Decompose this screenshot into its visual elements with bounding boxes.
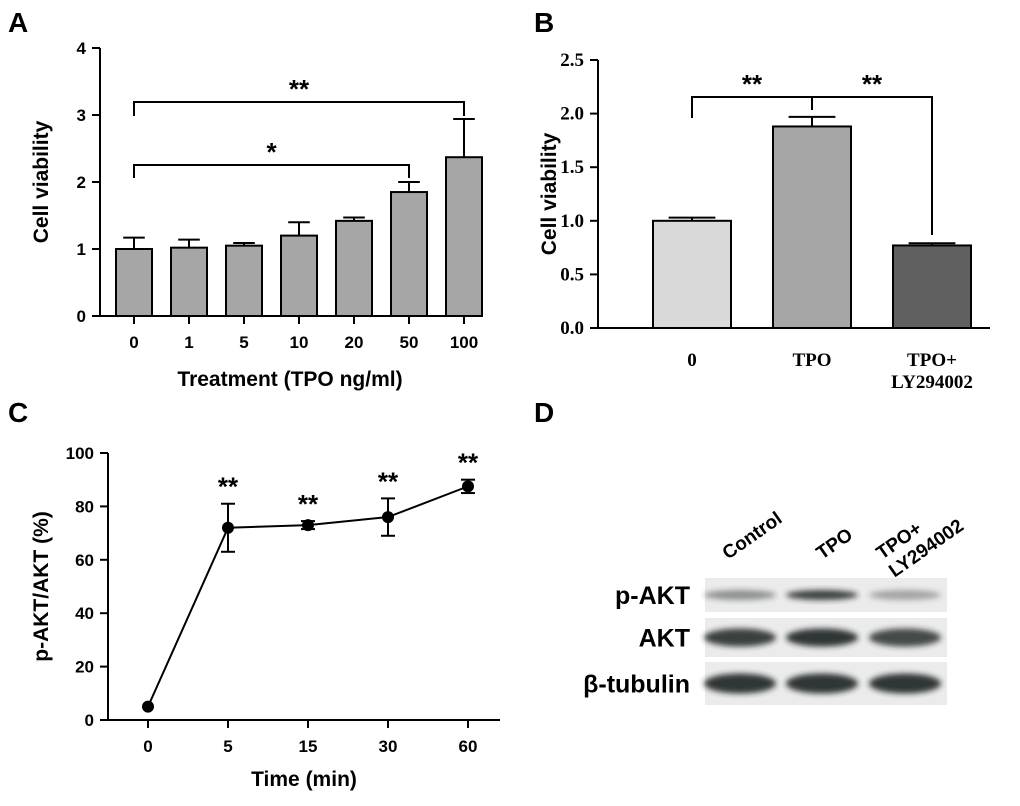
panel-label: A: [8, 7, 28, 38]
blot-band: [786, 590, 858, 600]
lane-label: TPO: [813, 524, 857, 564]
significance-bracket: [811, 96, 933, 235]
x-tick-label: TPO+ LY294002: [891, 350, 973, 393]
panel-label: C: [8, 397, 28, 428]
bar: [892, 244, 972, 329]
bar: [225, 244, 263, 317]
significance-bracket: [133, 164, 410, 178]
blot-band: [786, 628, 858, 647]
y-tick-label: 1: [77, 240, 86, 259]
blot-band: [704, 628, 776, 647]
significance-label: **: [289, 74, 310, 104]
x-tick-label: 5: [239, 333, 248, 352]
y-tick-label: 0: [85, 711, 94, 730]
blot-band: [704, 590, 776, 600]
y-tick-label: 40: [75, 604, 94, 623]
y-tick-label: 2: [77, 173, 86, 192]
y-tick-label: 2.5: [560, 50, 584, 71]
point: [142, 700, 154, 713]
x-tick-label: 100: [450, 333, 478, 352]
lane-label: Control: [719, 508, 786, 564]
x-tick-label: 10: [290, 333, 309, 352]
x-tick-label: 30: [379, 737, 398, 756]
bar: [280, 234, 318, 318]
x-tick-label: 0: [143, 737, 152, 756]
significance-label: **: [218, 472, 239, 502]
x-tick-label: 5: [223, 737, 232, 756]
x-tick-label: 15: [299, 737, 318, 756]
blot-band: [869, 673, 941, 694]
blot-band: [869, 590, 941, 600]
x-axis-label: Time (min): [251, 768, 357, 791]
row-label: β-tubulin: [583, 671, 690, 699]
y-tick-label: 4: [77, 39, 87, 58]
blot-band: [704, 673, 776, 694]
panel: A 0 1 2 3 4 0 1 5 10 20 50 100 Cell viability Treatmen…: [8, 7, 483, 391]
blot-band: [786, 673, 858, 694]
y-tick-label: 2.0: [560, 104, 584, 125]
x-tick-label: 20: [345, 333, 364, 352]
x-tick-label: 1: [184, 333, 193, 352]
y-tick-label: 1.5: [560, 157, 584, 178]
bar: [445, 156, 483, 317]
bar: [115, 248, 153, 317]
lane-label: TPO+LY294002: [873, 498, 968, 582]
panel: B 0.0 0.5 1.0 1.5 2.0 2.5 0 TPO TPO+ LY294002 Cell …: [534, 7, 990, 393]
significance-label: **: [458, 448, 479, 478]
x-axis-label: Treatment (TPO ng/ml): [177, 368, 402, 391]
y-tick-label: 0.5: [560, 264, 584, 285]
panel-label: D: [534, 397, 554, 428]
row-label: AKT: [639, 625, 690, 653]
bar: [652, 219, 732, 329]
x-tick-label: 0: [129, 333, 138, 352]
point: [462, 480, 474, 493]
y-tick-label: 60: [75, 551, 94, 570]
significance-label: **: [298, 489, 319, 519]
bar: [772, 125, 852, 329]
y-axis-label: Cell viability: [538, 132, 561, 255]
y-tick-label: 1.0: [560, 211, 584, 232]
significance-label: **: [378, 466, 399, 496]
y-tick-label: 3: [77, 106, 86, 125]
bar: [170, 246, 208, 317]
significance-bracket: [133, 101, 465, 116]
y-axis-label: p-AKT/AKT (%): [30, 511, 53, 661]
row-label: p-AKT: [615, 582, 690, 610]
y-tick-label: 100: [66, 444, 94, 463]
bar: [335, 219, 373, 317]
y-axis-label: Cell viability: [30, 120, 53, 243]
significance-label: *: [266, 137, 277, 167]
panel-label: B: [534, 7, 554, 38]
x-tick-label: TPO: [792, 350, 831, 371]
significance-label: **: [862, 69, 883, 99]
x-tick-label: 50: [400, 333, 419, 352]
bar: [390, 191, 428, 317]
panel: C 0 20 40 60 80 100 0 5 15 30 60 p-AKT/AKT (%) Time (…: [8, 397, 500, 791]
significance-label: **: [742, 69, 763, 99]
x-tick-label: 0: [687, 350, 697, 371]
significance-bracket: [691, 96, 813, 118]
y-tick-label: 80: [75, 497, 94, 516]
y-tick-label: 0.0: [560, 318, 584, 339]
blot-band: [869, 628, 941, 647]
blot-panel: D Control TPO TPO+LY294002 p-AKT AKT β-tubulin: [534, 397, 968, 705]
y-tick-label: 20: [75, 658, 94, 677]
point: [382, 511, 394, 524]
point: [222, 521, 234, 534]
point: [302, 519, 314, 532]
y-tick-label: 0: [77, 307, 86, 326]
x-tick-label: 60: [459, 737, 478, 756]
